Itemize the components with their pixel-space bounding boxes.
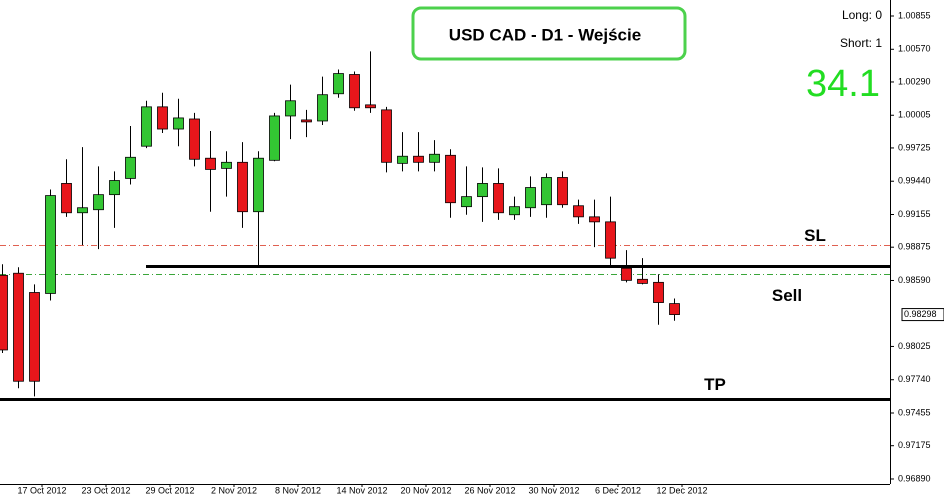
candle-body: [477, 183, 488, 198]
short-label: Short: 1: [840, 36, 882, 50]
y-tick-label: 0.99155: [898, 209, 931, 219]
candle-body: [493, 183, 504, 214]
big-value: 34.1: [806, 63, 880, 105]
candle-body: [45, 195, 56, 294]
y-tick-label: 0.97455: [898, 407, 931, 417]
x-tick-label: 6 Dec 2012: [595, 485, 641, 495]
y-tick-label: 0.97740: [898, 374, 931, 384]
chart-title: USD CAD - D1 - Wejście: [449, 25, 641, 44]
candle-body: [621, 267, 632, 281]
candle-body: [429, 153, 440, 163]
level-label: Sell: [772, 286, 802, 305]
candle-body: [0, 274, 8, 351]
candle-body: [253, 157, 264, 213]
x-tick-label: 2 Nov 2012: [211, 485, 257, 495]
x-tick-label: 29 Oct 2012: [145, 485, 194, 495]
x-tick-label: 14 Nov 2012: [336, 485, 387, 495]
x-tick-label: 12 Dec 2012: [656, 485, 707, 495]
y-tick-label: 0.98590: [898, 275, 931, 285]
x-tick-label: 26 Nov 2012: [464, 485, 515, 495]
x-tick-label: 20 Nov 2012: [400, 485, 451, 495]
candle-body: [573, 205, 584, 218]
long-label: Long: 0: [842, 8, 882, 22]
candle-body: [365, 104, 376, 109]
candle-body: [605, 221, 616, 259]
x-tick-label: 8 Nov 2012: [275, 485, 321, 495]
x-tick-label: 30 Nov 2012: [528, 485, 579, 495]
candle-body: [557, 177, 568, 206]
y-tick-label: 1.00290: [898, 76, 931, 86]
candle-body: [269, 115, 280, 161]
candle-body: [381, 109, 392, 163]
candle-body: [13, 272, 24, 382]
x-tick-label: 17 Oct 2012: [17, 485, 66, 495]
candle-body: [333, 73, 344, 95]
candle-body: [157, 106, 168, 130]
candle-body: [445, 154, 456, 204]
x-tick-label: 23 Oct 2012: [81, 485, 130, 495]
candle-body: [189, 118, 200, 160]
y-tick-label: 0.98875: [898, 242, 931, 252]
y-tick-label: 0.99725: [898, 142, 931, 152]
y-tick-label: 0.96890: [898, 473, 931, 483]
candle-body: [413, 155, 424, 163]
candle-body: [669, 303, 680, 315]
candle-body: [141, 106, 152, 147]
y-tick-label: 1.00855: [898, 10, 931, 20]
candle-body: [653, 281, 664, 303]
y-tick-label: 1.00570: [898, 44, 931, 54]
candle-body: [509, 206, 520, 216]
candle-body: [173, 117, 184, 130]
candle-body: [285, 100, 296, 117]
candle-body: [349, 74, 360, 109]
candle-body: [301, 119, 312, 123]
current-price-box: [901, 308, 944, 322]
level-label: TP: [704, 375, 726, 394]
candle-body: [221, 161, 232, 169]
candle-body: [61, 183, 72, 214]
title-box: [411, 6, 687, 61]
y-tick-label: 0.99440: [898, 176, 931, 186]
candle-body: [525, 187, 536, 209]
y-tick-label: 1.00005: [898, 110, 931, 120]
candle-body: [125, 156, 136, 179]
candle-body: [29, 292, 40, 382]
candle-body: [637, 278, 648, 284]
y-tick-label: 0.98025: [898, 341, 931, 351]
candle-body: [93, 194, 104, 211]
candle-body: [237, 161, 248, 213]
candle-body: [461, 196, 472, 208]
candle-body: [317, 94, 328, 122]
level-label: SL: [804, 226, 826, 245]
candle-body: [397, 155, 408, 164]
current-price: 0.98298: [904, 309, 937, 319]
candle-body: [589, 216, 600, 223]
candle-body: [77, 207, 88, 214]
candle-body: [109, 180, 120, 196]
y-tick-label: 0.97175: [898, 440, 931, 450]
candle-body: [205, 157, 216, 170]
candle-body: [541, 177, 552, 206]
